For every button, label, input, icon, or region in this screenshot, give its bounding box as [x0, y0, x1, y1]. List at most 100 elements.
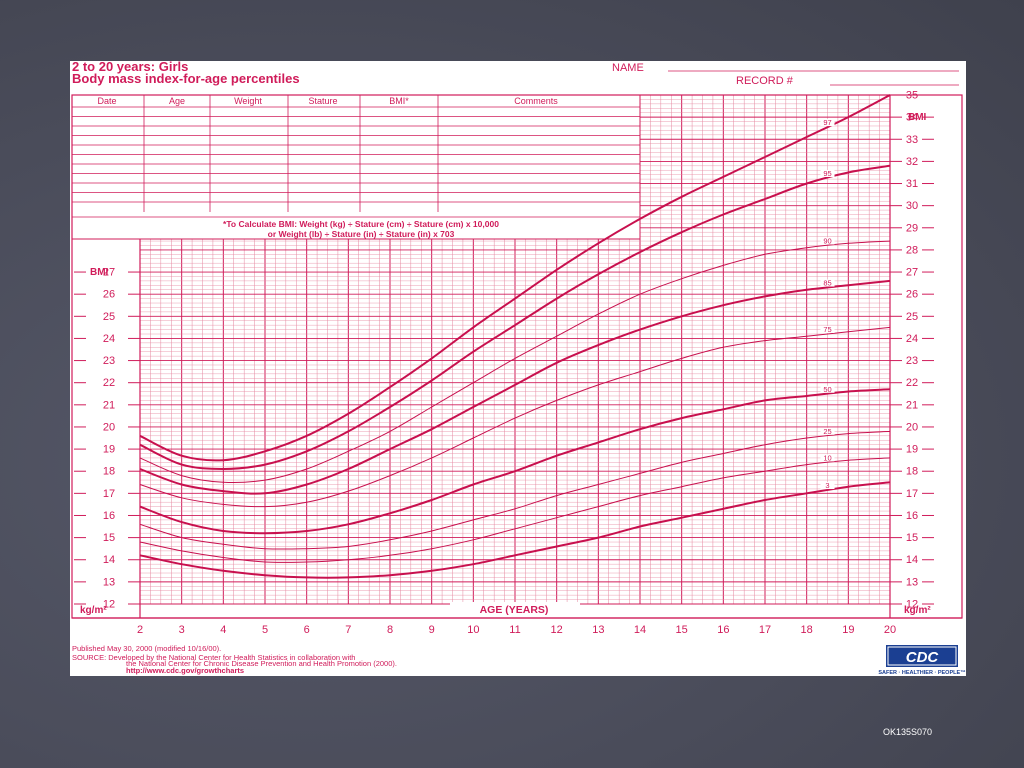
y-tick-label-right: 33	[906, 134, 918, 146]
name-label: NAME	[612, 62, 644, 74]
y-tick-label-right: 30	[906, 200, 918, 212]
y-tick-label-left: 18	[103, 466, 115, 478]
axis-labels: 1213141516171819202122232425262728293031…	[74, 90, 934, 636]
x-tick-label: 12	[551, 624, 563, 636]
y-tick-label-left: 21	[103, 399, 115, 411]
chart-title-line1: 2 to 20 years: Girls	[72, 61, 188, 74]
y-tick-label-right: 27	[906, 267, 918, 279]
growth-chart-sheet: 97 95 90 85 75 50 25 10 3 12 13 14 15 16 17 18 19 20 21 22…	[70, 61, 966, 676]
y-tick-label-right: 13	[906, 576, 918, 588]
source-line2: the National Center for Chronic Disease …	[126, 659, 397, 668]
x-tick-label: 17	[759, 624, 771, 636]
source-line1: SOURCE: Developed by the National Center…	[72, 653, 355, 662]
percentile-label-bg	[820, 326, 835, 334]
y-tick-label-right: 35	[906, 90, 918, 102]
x-tick-label: 3	[179, 624, 185, 636]
growthcharts-link[interactable]: http://www.cdc.gov/growthcharts	[126, 666, 244, 675]
percentile-curve-50	[139, 388, 891, 535]
y-tick-label-right: 22	[906, 377, 918, 389]
y-tick-label-right: 24	[906, 333, 918, 345]
y-tick-label-right: 12	[906, 599, 918, 611]
y-tick-label-right: 18	[906, 466, 918, 478]
percentile-curve-95	[139, 164, 891, 471]
percentile-label-50: 50	[823, 385, 831, 394]
x-tick-label: 14	[634, 624, 646, 636]
percentile-label-bg	[820, 169, 835, 177]
bmi-formula-line1: *To Calculate BMI: Weight (kg) ÷ Stature…	[223, 219, 499, 229]
percentile-label-95: 95	[823, 169, 831, 178]
y-tick-label-left: 13	[103, 576, 115, 588]
percentile-label-bg	[820, 385, 835, 393]
y-tick-label-left: 24	[103, 333, 115, 345]
y-tick-label-left: 26	[103, 289, 115, 301]
percentile-label-bg	[820, 454, 835, 462]
y-tick-label-right: 32	[906, 156, 918, 168]
x-tick-label: 8	[387, 624, 393, 636]
x-tick-label: 16	[717, 624, 729, 636]
x-tick-label: 4	[220, 624, 226, 636]
y-tick-label-left: 23	[103, 355, 115, 367]
percentile-curve-85	[139, 279, 891, 495]
y-tick-label-right: 21	[906, 399, 918, 411]
col-comments: Comments	[514, 96, 558, 106]
unit-label-left: kg/m²	[80, 605, 107, 616]
x-tick-label: 2	[137, 624, 143, 636]
published-note: Published May 30, 2000 (modified 10/16/0…	[72, 644, 221, 653]
percentile-curve-75	[139, 326, 891, 508]
record-table-box	[71, 94, 641, 240]
percentile-curve-10	[139, 457, 891, 563]
x-axis-title-bg	[450, 602, 580, 615]
slide-code: OK135S070	[883, 727, 933, 737]
y-tick-label-right: 14	[906, 554, 918, 566]
record-table	[71, 94, 641, 240]
percentile-label-3: 3	[825, 481, 829, 490]
x-tick-label: 13	[592, 624, 604, 636]
cdc-logo-text: CDC	[906, 649, 940, 666]
y-tick-label-left: 19	[103, 444, 115, 456]
x-tick-label: 9	[429, 624, 435, 636]
percentile-label-bg	[820, 482, 835, 490]
x-tick-label: 10	[467, 624, 479, 636]
percentile-label-bg	[820, 279, 835, 287]
y-tick-label-left: 20	[103, 421, 115, 433]
col-date: Date	[97, 96, 116, 106]
percentile-curve-3	[139, 481, 891, 579]
y-tick-label-right: 29	[906, 222, 918, 234]
x-tick-label: 20	[884, 624, 896, 636]
col-stature: Stature	[308, 96, 337, 106]
y-tick-label-left: 12	[103, 599, 115, 611]
percentile-label-bg	[820, 119, 835, 127]
y-tick-label-right: 23	[906, 355, 918, 367]
cdc-logo: CDC SAFER · HEALTHIER · PEOPLE™	[878, 645, 966, 676]
chart-frame	[71, 94, 963, 619]
cdc-tagline: SAFER · HEALTHIER · PEOPLE™	[878, 670, 965, 676]
bmi-formula-line2: or Weight (lb) ÷ Stature (in) ÷ Stature …	[268, 229, 455, 239]
col-age: Age	[169, 96, 185, 106]
percentile-curve-25	[139, 430, 891, 550]
percentile-curves: 97 95 90 85 75 50 25 10 3	[139, 94, 891, 579]
percentile-label-25: 25	[823, 427, 831, 436]
y-tick-label-left: 17	[103, 488, 115, 500]
x-tick-label: 5	[262, 624, 268, 636]
x-tick-label: 15	[676, 624, 688, 636]
x-tick-label: 6	[304, 624, 310, 636]
y-tick-label-left: 27	[103, 267, 115, 279]
percentile-label-85: 85	[823, 279, 831, 288]
x-tick-label: 11	[509, 624, 520, 636]
y-tick-label-right: 26	[906, 289, 918, 301]
y-tick-label-right: 34	[906, 112, 918, 124]
x-tick-label: 19	[842, 624, 854, 636]
col-bmi: BMI*	[389, 96, 409, 106]
x-tick-label: 7	[345, 624, 351, 636]
chart-title: Body mass index-for-age percentiles	[72, 71, 300, 86]
y-tick-label-right: 15	[906, 532, 918, 544]
percentile-label-bg	[820, 427, 835, 435]
y-tick-label-right: 16	[906, 510, 918, 522]
x-axis-title: AGE (YEARS)	[480, 604, 549, 616]
y-tick-label-right: 28	[906, 244, 918, 256]
y-tick-label-left: 22	[103, 377, 115, 389]
x-tick-label: 18	[801, 624, 813, 636]
record-label: RECORD #	[736, 75, 794, 87]
percentile-curve-90	[139, 240, 891, 484]
y-tick-label-left: 25	[103, 311, 115, 323]
